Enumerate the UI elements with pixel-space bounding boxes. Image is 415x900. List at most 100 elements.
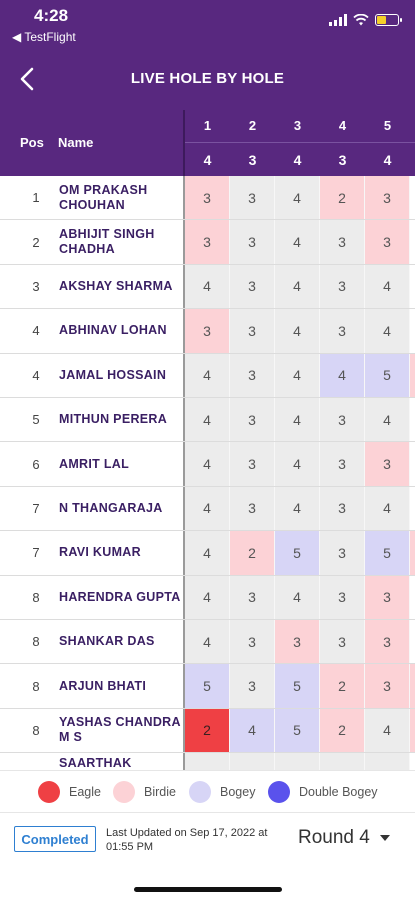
score-legend: Eagle Birdie Bogey Double Bogey xyxy=(0,770,415,812)
row-position: 8 xyxy=(32,634,40,650)
score-cell: 3 xyxy=(230,353,275,397)
score-cell: 3 xyxy=(185,176,230,220)
score-cell: 3 xyxy=(185,220,230,264)
score-cell xyxy=(230,753,275,770)
score-cell: 3 xyxy=(230,264,275,309)
hole-par-3: 4 xyxy=(293,152,302,168)
row-divider xyxy=(183,486,185,531)
player-name: AMRIT LAL xyxy=(59,456,130,471)
hole-par-2: 3 xyxy=(248,152,257,168)
score-cell: 4 xyxy=(275,176,320,220)
cellular-signal-icon xyxy=(329,14,347,26)
score-cell: 4 xyxy=(365,309,410,353)
legend-dot xyxy=(268,781,290,803)
score-cell: 4 xyxy=(185,442,230,486)
score-cell: 3 xyxy=(320,220,365,264)
row-position: 8 xyxy=(32,589,40,605)
row-divider xyxy=(183,664,185,708)
row-divider xyxy=(183,620,185,664)
next-hole-edge xyxy=(410,664,415,708)
row-position: 8 xyxy=(32,678,40,694)
back-button[interactable] xyxy=(12,62,42,96)
page-title: LIVE HOLE BY HOLE xyxy=(130,70,285,87)
score-cell: 2 xyxy=(320,176,365,220)
next-hole-edge xyxy=(410,708,415,753)
score-cell: 4 xyxy=(185,531,230,575)
score-cell: 3 xyxy=(320,264,365,309)
table-row[interactable]: 2 ABHIJIT SINGH CHADHA 3 3 4 3 3 xyxy=(0,220,415,265)
score-cell xyxy=(320,753,365,770)
legend-label: Birdie xyxy=(144,785,176,799)
row-divider xyxy=(183,442,185,486)
score-cell: 4 xyxy=(365,486,410,531)
score-cell xyxy=(185,753,230,770)
score-cell: 4 xyxy=(275,220,320,264)
table-row[interactable]: 8 SHANKAR DAS 4 3 3 3 3 xyxy=(0,620,415,665)
score-cell: 5 xyxy=(365,353,410,397)
player-name: SAARTHAK xyxy=(59,756,132,770)
player-name: RAVI KUMAR xyxy=(59,545,141,560)
round-selector[interactable]: Round 4 xyxy=(298,827,390,849)
legend-item-eagle: Eagle xyxy=(38,781,101,803)
caret-down-icon xyxy=(379,835,390,841)
table-row[interactable]: 4 JAMAL HOSSAIN 4 3 4 4 5 xyxy=(0,353,415,398)
row-divider xyxy=(183,264,185,309)
player-name: HARENDRA GUPTA xyxy=(59,589,181,604)
score-cell: 3 xyxy=(230,664,275,708)
status-icons xyxy=(329,14,402,26)
hole-par-4: 3 xyxy=(338,152,347,168)
score-cell: 4 xyxy=(365,708,410,753)
legend-item-bogey: Bogey xyxy=(189,781,255,803)
legend-item-double-bogey: Double Bogey xyxy=(268,781,378,803)
home-indicator[interactable] xyxy=(134,887,282,892)
score-cell: 3 xyxy=(275,620,320,664)
score-cell: 4 xyxy=(275,353,320,397)
table-row[interactable]: 8 HARENDRA GUPTA 4 3 4 3 3 xyxy=(0,575,415,620)
score-cell: 3 xyxy=(365,575,410,619)
table-header: Pos Name 1 4 2 3 3 4 4 3 5 4 xyxy=(0,110,415,176)
leaderboard-rows[interactable]: 1 OM PRAKASH CHOUHAN 3 3 4 2 3 2 ABHIJIT SINGH C… xyxy=(0,176,415,770)
score-cell: 3 xyxy=(320,486,365,531)
testflight-back-link[interactable]: ◀ TestFlight xyxy=(12,30,76,44)
chevron-left-icon xyxy=(20,67,34,91)
legend-label: Eagle xyxy=(69,785,101,799)
score-cell: 3 xyxy=(230,486,275,531)
table-row[interactable]: SAARTHAK xyxy=(0,753,415,770)
table-row[interactable]: 4 ABHINAV LOHAN 3 3 4 3 4 xyxy=(0,309,415,354)
row-divider xyxy=(183,176,185,220)
header-name: Name xyxy=(58,135,94,150)
score-cell: 3 xyxy=(320,309,365,353)
last-updated-line1: Last Updated on Sep 17, 2022 at xyxy=(106,827,268,839)
table-row[interactable]: 5 MITHUN PERERA 4 3 4 3 4 xyxy=(0,398,415,443)
score-cell: 5 xyxy=(365,531,410,575)
table-row[interactable]: 7 RAVI KUMAR 4 2 5 3 5 xyxy=(0,531,415,576)
score-cell: 3 xyxy=(320,398,365,442)
score-cell: 2 xyxy=(320,664,365,708)
score-cell: 3 xyxy=(230,176,275,220)
score-cell: 2 xyxy=(185,708,230,753)
row-position: 3 xyxy=(32,278,40,294)
player-name: ABHIJIT SINGH CHADHA xyxy=(59,227,155,257)
legend-label: Bogey xyxy=(220,785,256,799)
score-cell: 3 xyxy=(320,620,365,664)
table-row[interactable]: 8 ARJUN BHATI 5 3 5 2 3 xyxy=(0,664,415,709)
table-row[interactable]: 3 AKSHAY SHARMA 4 3 4 3 4 xyxy=(0,264,415,310)
table-row[interactable]: 6 AMRIT LAL 4 3 4 3 3 xyxy=(0,442,415,487)
hole-number-2: 2 xyxy=(248,118,257,133)
score-cell: 2 xyxy=(230,531,275,575)
player-name: SHANKAR DAS xyxy=(59,634,155,649)
score-cell: 4 xyxy=(320,353,365,397)
score-cell: 4 xyxy=(185,575,230,619)
table-row[interactable]: 1 OM PRAKASH CHOUHAN 3 3 4 2 3 xyxy=(0,176,415,221)
score-cell: 3 xyxy=(365,220,410,264)
score-cell: 4 xyxy=(185,264,230,309)
player-name: ARJUN BHATI xyxy=(59,678,147,693)
score-cell: 4 xyxy=(365,264,410,309)
score-cell: 4 xyxy=(185,620,230,664)
score-cell xyxy=(275,753,320,770)
score-cell xyxy=(365,753,410,770)
hole-headers: 1 4 2 3 3 4 4 3 5 4 xyxy=(185,110,415,176)
score-cell: 3 xyxy=(365,176,410,220)
